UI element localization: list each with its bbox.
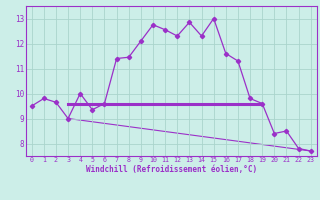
X-axis label: Windchill (Refroidissement éolien,°C): Windchill (Refroidissement éolien,°C) xyxy=(86,165,257,174)
